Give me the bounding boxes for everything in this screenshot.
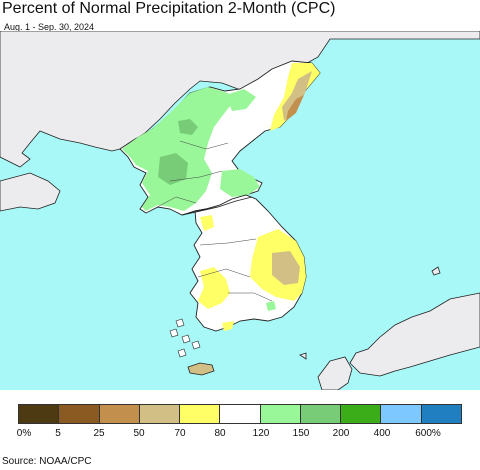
west-islands [169,318,201,358]
legend-swatch [99,405,140,423]
nk-driest-coast [286,95,304,121]
legend-swatch [260,405,301,423]
nk-very-dry-coast [282,71,312,121]
japan-kyushu [317,356,353,390]
legend-label: 50 [133,428,145,439]
legend-swatch [19,405,60,423]
nk-wetter-1 [178,119,198,135]
sk-wet-patch [266,301,276,311]
sk-dry-south [222,321,234,331]
nk-wet-north [226,89,256,111]
legend-label: 150 [292,428,310,439]
nk-wet-east [220,169,260,197]
legend-swatch [300,405,342,423]
legend-swatch [341,405,382,423]
nk-wet-west [122,87,238,211]
legend-swatch [180,405,221,423]
province-borders [145,140,273,302]
legend-swatch [139,405,181,423]
precipitation-map [0,31,480,390]
legend-swatch [381,405,422,423]
legend-label: 400 [373,428,391,439]
legend-swatch [59,405,100,423]
source-credit: Source: NOAA/CPC [2,456,92,467]
japan-landmass [349,292,480,377]
legend-label: 600% [415,428,441,439]
legend-swatch [421,405,461,423]
map-subtitle: Aug. 1 - Sep. 30, 2024 [4,22,95,32]
legend-label: 70 [174,428,186,439]
legend-label: 80 [214,428,226,439]
jeju-island [187,362,215,376]
legend-label: 0% [16,428,32,439]
legend-label: 200 [332,428,350,439]
shandong-peninsula [0,172,61,212]
legend-swatch [220,405,261,423]
legend-bar [18,404,462,424]
nk-wetter-2 [158,153,188,185]
japan-islets [299,266,441,360]
legend-label: 5 [55,428,61,439]
sk-dry-west [200,215,214,231]
legend-label: 25 [93,428,105,439]
legend-labels: 0% 5 25 50 70 80 120 150 200 400 600% [0,428,480,442]
map-title: Percent of Normal Precipitation 2-Month … [2,0,336,17]
sk-very-dry [272,251,300,285]
sk-dry-southwest [198,267,230,309]
legend-label: 120 [252,428,270,439]
dmz-border [181,196,253,216]
